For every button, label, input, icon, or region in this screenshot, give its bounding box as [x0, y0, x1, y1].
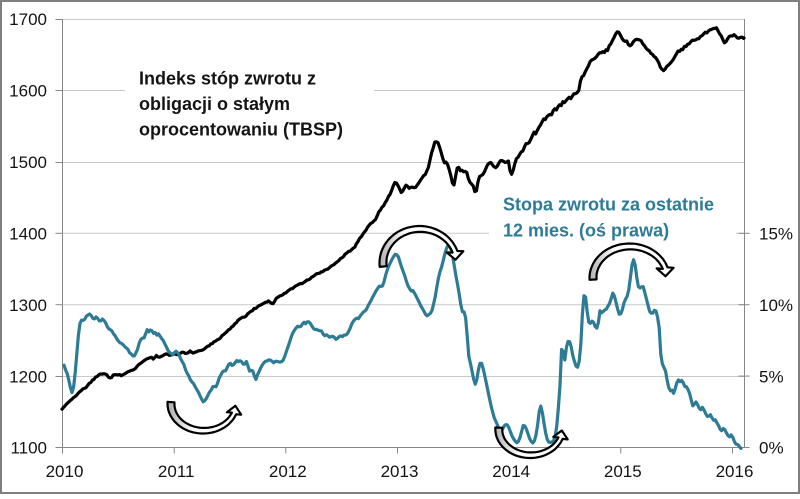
svg-text:1600: 1600	[9, 82, 47, 101]
svg-text:2011: 2011	[158, 462, 195, 481]
svg-text:15%: 15%	[759, 225, 793, 244]
svg-text:1400: 1400	[9, 225, 47, 244]
svg-text:1300: 1300	[9, 296, 47, 315]
svg-text:1200: 1200	[9, 367, 47, 386]
svg-text:12 mies. (oś prawa): 12 mies. (oś prawa)	[503, 221, 669, 241]
svg-text:0%: 0%	[759, 439, 784, 458]
svg-text:1500: 1500	[9, 153, 47, 172]
svg-text:2013: 2013	[381, 462, 419, 481]
svg-text:Stopa zwrotu za ostatnie: Stopa zwrotu za ostatnie	[503, 195, 714, 215]
svg-text:Indeks stóp zwrotu z: Indeks stóp zwrotu z	[139, 69, 316, 89]
svg-text:2014: 2014	[492, 462, 530, 481]
svg-text:5%: 5%	[759, 367, 784, 386]
svg-text:2012: 2012	[269, 462, 307, 481]
svg-text:10%: 10%	[759, 296, 793, 315]
svg-text:2016: 2016	[716, 462, 754, 481]
svg-text:1100: 1100	[10, 439, 47, 458]
svg-text:oprocentowaniu (TBSP): oprocentowaniu (TBSP)	[139, 120, 343, 140]
svg-text:obligacji o stałym: obligacji o stałym	[139, 94, 290, 114]
svg-text:2010: 2010	[46, 462, 84, 481]
svg-text:1700: 1700	[9, 10, 47, 29]
svg-text:2015: 2015	[604, 462, 642, 481]
